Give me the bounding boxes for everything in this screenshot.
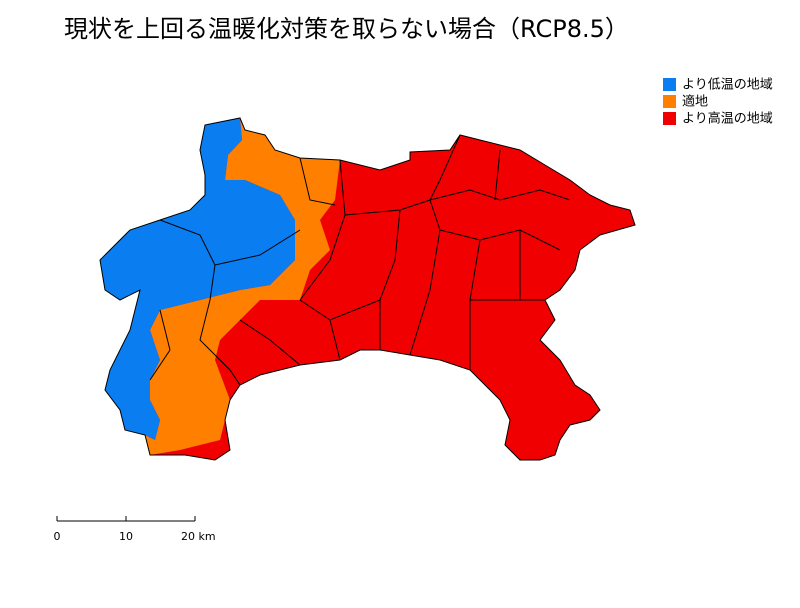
- region-cooler: [100, 118, 295, 440]
- scale-label: 0: [54, 530, 61, 543]
- region-suitable: [145, 118, 340, 455]
- scale-bar: 0 10 20 km: [54, 516, 216, 543]
- legend-swatch: [663, 78, 676, 91]
- map-area: [99, 117, 636, 461]
- map-title: 現状を上回る温暖化対策を取らない場合（RCP8.5）: [64, 15, 629, 43]
- legend-swatch: [663, 95, 676, 108]
- scale-label: 20 km: [181, 530, 216, 543]
- legend-label: 適地: [682, 94, 708, 110]
- scale-label: 10: [119, 530, 133, 543]
- municipal-borders: [99, 117, 636, 461]
- legend-label: より低温の地域: [682, 78, 773, 93]
- legend-label: より高温の地域: [682, 111, 773, 127]
- legend-swatch: [663, 112, 676, 125]
